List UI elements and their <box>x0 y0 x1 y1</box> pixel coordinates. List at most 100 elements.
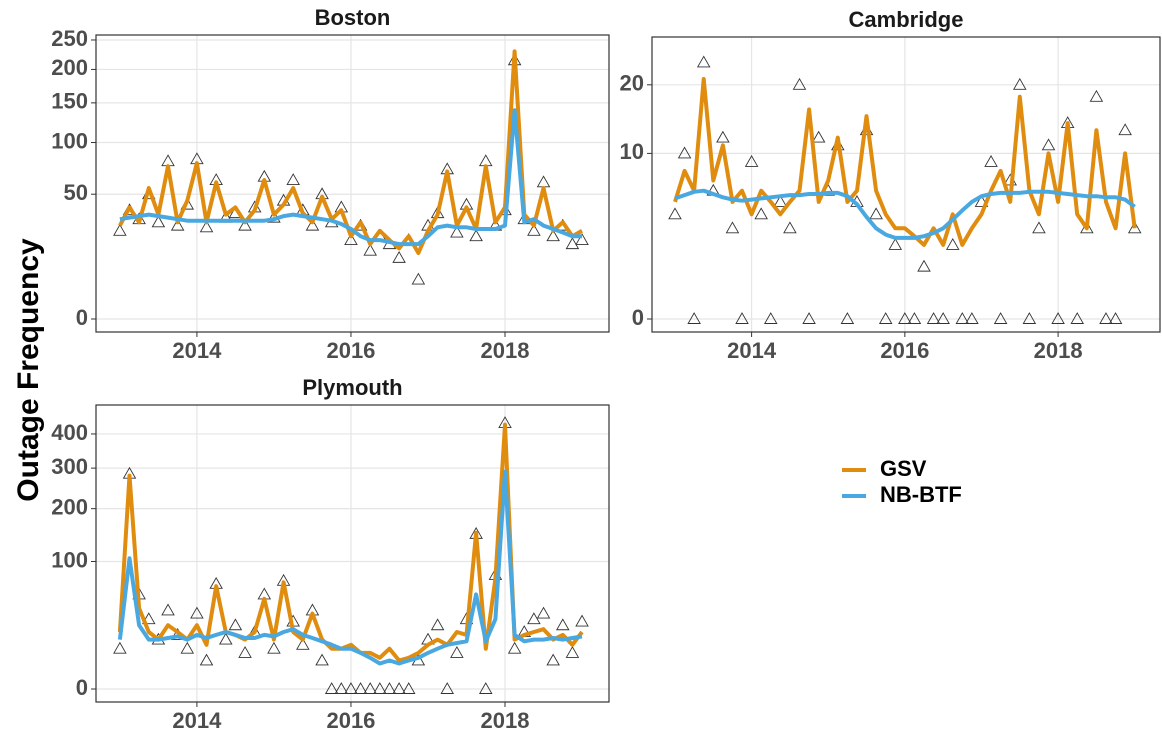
y-tick-label: 0 <box>76 675 88 700</box>
observed-point <box>735 312 749 324</box>
observed-point <box>411 272 426 285</box>
x-tick-label: 2016 <box>326 708 375 732</box>
series-line <box>117 422 584 663</box>
observed-point <box>716 130 730 143</box>
panel-title: Plymouth <box>302 375 402 400</box>
observed-point <box>1013 77 1027 90</box>
observed-point <box>469 229 483 242</box>
x-tick-label: 2014 <box>172 338 222 363</box>
y-tick-label: 50 <box>64 180 88 205</box>
observed-point <box>840 312 855 324</box>
observed-point <box>565 646 580 658</box>
y-tick-label: 20 <box>620 71 644 96</box>
observed-point <box>565 237 580 250</box>
observed-point <box>926 312 941 324</box>
observed-point <box>974 194 989 207</box>
observed-point <box>373 682 387 694</box>
observed-point <box>363 243 377 256</box>
series-line <box>119 108 582 247</box>
observed-point <box>783 221 797 234</box>
observed-point <box>392 250 406 263</box>
observed-point <box>677 146 692 159</box>
x-tick-label: 2016 <box>880 338 929 363</box>
y-tick-label: 200 <box>51 55 88 80</box>
observed-point <box>353 682 368 694</box>
observed-point <box>898 312 912 324</box>
observed-point <box>811 130 826 143</box>
y-tick-label: 400 <box>51 420 88 445</box>
observed-point <box>687 312 701 324</box>
observed-point <box>344 233 358 246</box>
observed-point <box>363 682 377 694</box>
observed-point <box>305 218 320 231</box>
y-tick-label: 0 <box>76 305 88 330</box>
observed-point <box>1080 221 1094 234</box>
observed-point <box>286 173 300 185</box>
plot-area <box>668 55 1142 324</box>
observed-point <box>113 223 127 236</box>
y-tick-label: 300 <box>51 454 88 479</box>
observed-point <box>1070 312 1085 324</box>
observed-point <box>773 194 788 207</box>
y-axis-label: Outage Frequency <box>12 238 45 502</box>
observed-point <box>430 618 445 631</box>
observed-point <box>1089 89 1104 102</box>
observed-point <box>754 207 768 220</box>
observed-point <box>1118 123 1132 136</box>
observed-point <box>141 612 156 625</box>
panel: 0 100 200 300 400 2014 2016 2018 Plymouth <box>51 375 610 732</box>
observed-point <box>478 682 493 694</box>
observed-point <box>238 646 252 658</box>
panel-border <box>651 36 1161 333</box>
observed-point <box>190 606 204 619</box>
observed-point <box>219 632 233 645</box>
observed-point <box>1051 312 1065 324</box>
observed-point <box>965 312 979 324</box>
panel: 0 50 100 150 200 250 2014 2016 2018 Boston <box>51 5 610 363</box>
observed-point <box>238 218 252 231</box>
observed-point <box>324 682 339 694</box>
observed-point <box>546 229 560 242</box>
panel: 0 10 20 2014 2016 2018 Cambridge <box>620 7 1161 363</box>
x-tick-label: 2014 <box>172 708 222 732</box>
observed-point <box>888 238 903 250</box>
observed-point <box>170 218 185 231</box>
observed-point <box>440 682 455 694</box>
observed-point <box>744 154 759 167</box>
observed-point <box>945 238 960 250</box>
observed-point <box>575 233 589 246</box>
legend-label: NB-BTF <box>880 482 962 507</box>
observed-point <box>802 312 816 324</box>
y-tick-label: 250 <box>51 26 88 51</box>
observed-point <box>1032 221 1046 234</box>
y-tick-label: 100 <box>51 128 88 153</box>
x-tick-label: 2018 <box>1034 338 1083 363</box>
series-line <box>117 469 583 666</box>
observed-point <box>1099 312 1113 324</box>
series-line <box>674 188 1136 240</box>
panel-border <box>95 34 610 333</box>
observed-point <box>955 312 970 324</box>
observed-point <box>869 207 883 220</box>
observed-point <box>334 682 349 694</box>
x-tick-label: 2018 <box>481 708 530 732</box>
observed-point <box>382 682 397 694</box>
y-tick-label: 150 <box>51 89 88 114</box>
observed-point <box>556 618 570 631</box>
y-tick-label: 10 <box>620 139 644 164</box>
observed-point <box>180 641 195 654</box>
series-line <box>673 77 1137 247</box>
observed-point <box>1041 138 1056 151</box>
x-tick-label: 2014 <box>727 338 777 363</box>
plot-area <box>113 49 589 285</box>
plot-background <box>96 405 609 702</box>
observed-point <box>763 312 778 324</box>
x-tick-label: 2018 <box>481 338 530 363</box>
plot-area <box>113 416 589 694</box>
observed-point <box>450 225 464 238</box>
observed-point <box>696 55 711 68</box>
observed-point <box>936 312 950 324</box>
y-tick-label: 0 <box>632 305 644 330</box>
panel-title: Boston <box>315 5 391 30</box>
